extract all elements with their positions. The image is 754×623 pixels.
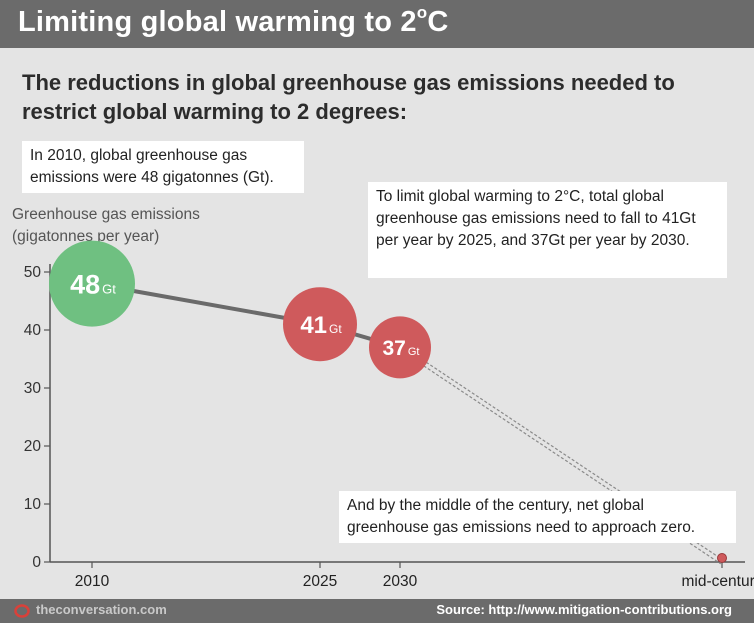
data-point-2030 [369,316,431,379]
note-mid-century: And by the middle of the century, net gl… [339,491,736,543]
note-target-2025-2030: To limit global warming to 2°C, total gl… [368,182,727,278]
x-tick-label: 2010 [75,573,110,590]
y-tick-label: 30 [24,380,42,397]
y-tick-label: 20 [24,438,42,455]
note-2010: In 2010, global greenhouse gas emissions… [22,141,304,193]
y-tick-label: 50 [24,264,42,281]
y-tick-label: 0 [32,554,41,571]
data-label-2010: 48 Gt [70,269,116,299]
chart-points: 48 Gt 41 Gt 37 Gt [49,240,727,563]
source-credit: Source: http://www.mitigation-contributi… [436,602,732,617]
chart-subtitle: The reductions in global greenhouse gas … [22,70,675,124]
data-point-mid-century [717,553,727,563]
data-label-2030: 37 Gt [383,337,420,360]
x-tick-label: 2025 [303,573,337,590]
site-name[interactable]: theconversation.com [36,602,167,617]
header-bar: Limiting global warming to 2oC [0,0,754,48]
y-tick-label: 10 [24,496,42,513]
y-tick-label: 40 [24,322,42,339]
page-title: Limiting global warming to 2oC [18,3,449,38]
x-tick-label: mid-century [682,573,754,590]
footer-bar: theconversation.com Source: http://www.m… [0,599,754,623]
data-label-2025: 41 Gt [300,312,342,339]
data-point-2010 [49,240,135,327]
data-point-2025 [283,287,357,362]
conversation-logo-icon [14,604,30,618]
x-tick-label: 2030 [383,573,418,590]
y-axis-label: Greenhouse gas emissions (gigatonnes per… [12,206,200,245]
